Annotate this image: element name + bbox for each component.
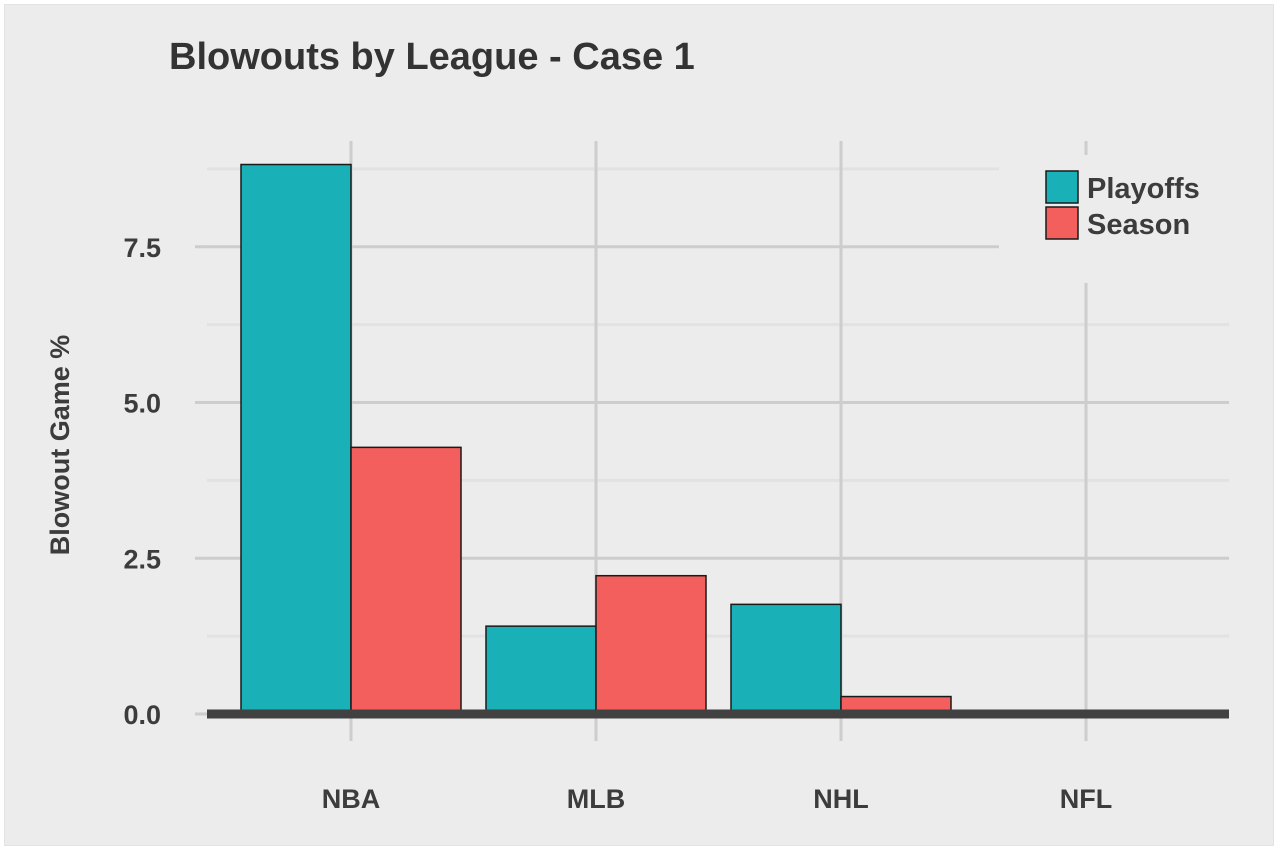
chart-title: Blowouts by League - Case 1	[169, 36, 695, 78]
axis-ticks: 0.0 2.5 5.0 7.5 NBA MLB NHL NFL	[123, 233, 1112, 814]
bar-nba-season	[350, 446, 462, 715]
y-axis-label: Blowout Game %	[45, 335, 75, 556]
legend-background	[999, 155, 1231, 283]
legend-label-season: Season	[1087, 209, 1190, 241]
legend-swatch-season	[1045, 206, 1079, 240]
chart-panel: 0.0 2.5 5.0 7.5 NBA MLB NHL NFL Blowouts by Lea…	[4, 4, 1274, 846]
legend: Playoffs Season	[999, 155, 1231, 283]
bar-mlb-playoffs	[485, 625, 597, 715]
y-tick-label: 5.0	[123, 389, 161, 419]
y-tick-label: 2.5	[123, 544, 161, 574]
x-tick-label: NHL	[813, 784, 869, 814]
x-tick-label: NBA	[322, 784, 381, 814]
x-tick-label: NFL	[1060, 784, 1112, 814]
y-tick-label: 7.5	[123, 233, 161, 263]
legend-swatch-playoffs	[1045, 170, 1079, 204]
bar-chart: 0.0 2.5 5.0 7.5 NBA MLB NHL NFL Blowouts by Lea…	[45, 36, 1231, 814]
bar-mlb-season	[595, 574, 707, 715]
bars	[240, 163, 952, 715]
x-tick-label: MLB	[567, 784, 625, 814]
y-tick-label: 0.0	[123, 700, 161, 730]
legend-label-playoffs: Playoffs	[1087, 173, 1200, 205]
bar-nba-playoffs	[240, 163, 352, 715]
bar-nhl-playoffs	[730, 603, 842, 715]
